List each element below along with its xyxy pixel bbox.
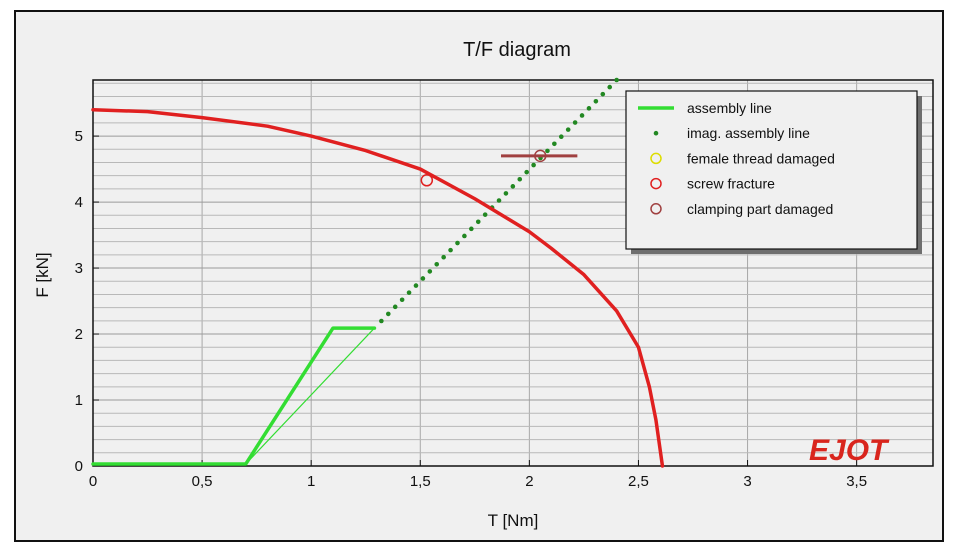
imag-assembly-line-point — [469, 226, 474, 232]
assembly-line-line — [91, 326, 377, 466]
imag-assembly-line-point — [475, 219, 481, 225]
chart-frame: T/F diagram 0 0,5 1 1,5 2 2,5 3 3,5 0 1 2 3 4 5 T [N… — [14, 10, 944, 542]
y-tick-label: 3 — [75, 260, 83, 277]
x-tick-label: 3 — [743, 473, 751, 490]
imag-assembly-line-point — [586, 106, 592, 111]
y-tick-label: 4 — [75, 194, 83, 211]
imag-assembly-line-point — [545, 148, 550, 154]
imag-assembly-line-point — [607, 84, 613, 90]
x-axis-ticks: 0 0,5 1 1,5 2 2,5 3 3,5 — [89, 460, 867, 490]
imag-assembly-line-point — [455, 240, 460, 246]
legend-label-clamping-part-damaged: clamping part damaged — [687, 201, 833, 217]
plot-border — [92, 79, 934, 467]
x-tick-label: 0 — [89, 473, 97, 490]
x-tick-label: 2,5 — [628, 473, 649, 490]
imag-assembly-line-point — [385, 311, 391, 317]
imag-assembly-line-point — [434, 261, 440, 267]
legend-symbol-screw-fracture — [650, 177, 662, 190]
legend-symbol-clamping-part-damaged — [650, 203, 662, 215]
series-1-line — [245, 327, 376, 465]
imag-assembly-line-point — [406, 290, 412, 295]
legend-symbol-female-thread-damaged — [650, 152, 662, 165]
imag-assembly-line-point — [448, 247, 453, 253]
ejot-logo: EJOT — [809, 434, 890, 467]
legend-label-female-thread-damaged: female thread damaged — [687, 150, 835, 166]
legend-label-assembly-line: assembly line — [687, 100, 772, 116]
x-tick-label: 3,5 — [846, 473, 867, 490]
imag-assembly-line-point — [413, 283, 419, 288]
chart-title: T/F diagram — [463, 39, 571, 61]
chart-svg: T/F diagram 0 0,5 1 1,5 2 2,5 3 3,5 0 1 2 3 4 5 T [N… — [33, 39, 934, 530]
series-3-line — [91, 107, 665, 468]
imag-assembly-line-point — [558, 134, 564, 140]
imag-assembly-line-point — [600, 91, 606, 97]
imag-assembly-line-point — [510, 184, 516, 189]
y-tick-label: 5 — [75, 128, 83, 145]
legend-label-screw-fracture: screw fracture — [687, 176, 775, 192]
plot-border-group — [92, 79, 934, 467]
series-layer — [91, 77, 665, 468]
x-tick-label: 1 — [307, 473, 315, 490]
imag-assembly-line-point — [572, 120, 578, 125]
imag-assembly-line-point — [462, 233, 467, 239]
imag-assembly-line-point — [441, 254, 446, 260]
y-tick-label: 0 — [75, 458, 83, 475]
imag-assembly-line-point — [427, 269, 433, 274]
y-axis-label: F [kN] — [33, 252, 52, 297]
x-tick-label: 2 — [525, 473, 533, 490]
imag-assembly-line-point — [552, 141, 557, 147]
clamping-part-damaged-marker — [534, 149, 547, 163]
imag-assembly-line-point — [614, 77, 619, 83]
imag-assembly-line-point — [399, 297, 405, 303]
imag-assembly-line-point — [517, 176, 523, 182]
imag-assembly-line-point — [579, 113, 585, 118]
y-tick-label: 2 — [75, 326, 83, 343]
imag-assembly-line-point — [593, 98, 599, 104]
imag-assembly-line-point — [503, 191, 509, 196]
legend-symbol-imag-assembly-line — [653, 130, 659, 136]
x-tick-label: 0,5 — [192, 473, 213, 490]
y-axis-ticks: 0 1 2 3 4 5 — [75, 128, 99, 475]
imag-assembly-line-point — [531, 162, 536, 168]
imag-assembly-line-point — [482, 212, 488, 217]
legend: assembly line imag. assembly line female t… — [625, 90, 922, 254]
x-axis-label: T [Nm] — [488, 511, 539, 530]
imag-assembly-line-point — [524, 169, 529, 175]
x-tick-label: 1,5 — [410, 473, 431, 490]
y-tick-label: 1 — [75, 392, 83, 409]
legend-box — [625, 90, 918, 250]
imag-assembly-line-point — [420, 276, 426, 281]
imag-assembly-line-point — [379, 318, 384, 324]
imag-assembly-line-point — [565, 127, 571, 132]
screw-fracture-marker — [420, 174, 434, 187]
imag-assembly-line-point — [496, 198, 502, 203]
imag-assembly-line-point — [392, 304, 398, 310]
legend-label-imag-assembly-line: imag. assembly line — [687, 125, 810, 141]
